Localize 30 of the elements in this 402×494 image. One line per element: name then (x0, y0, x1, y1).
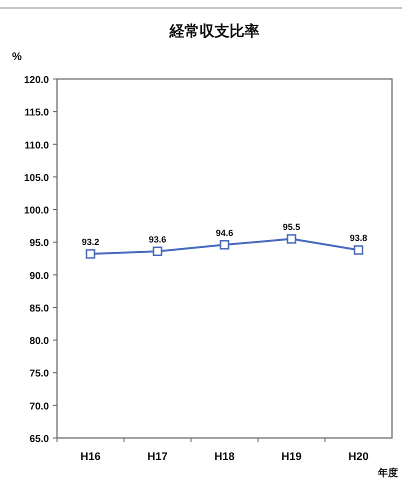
y-tick-label: 65.0 (30, 434, 50, 445)
y-axis-title: % (12, 51, 22, 63)
chart-title: 経常収支比率 (168, 22, 260, 40)
x-tick-label: H17 (147, 451, 168, 463)
x-axis-title: 年度 (377, 467, 398, 479)
y-tick-label: 80.0 (30, 336, 50, 348)
y-tick-label: 115.0 (24, 108, 50, 119)
x-tick-label: H16 (80, 451, 101, 463)
point (152, 246, 162, 256)
y-tick-label: 85.0 (30, 303, 50, 314)
point (354, 245, 364, 255)
data-label: 93.2 (82, 236, 100, 247)
y-tick-label: 100.0 (24, 206, 50, 217)
data-label: 93.6 (148, 234, 166, 244)
data-label: 95.5 (282, 222, 300, 232)
y-tick-label: 120.0 (24, 75, 50, 86)
y-tick-label: 75.0 (30, 368, 50, 380)
y-tick-label: 105.0 (24, 172, 50, 184)
data-label: 94.6 (216, 228, 234, 238)
y-tick-label: 70.0 (30, 401, 50, 412)
point (86, 249, 96, 259)
data-label: 93.8 (350, 233, 368, 244)
point (286, 234, 296, 244)
x-tick-label: H20 (348, 451, 369, 463)
y-tick-label: 110.0 (24, 140, 50, 152)
y-tick-label: 90.0 (30, 270, 50, 282)
y-tick-label: 95.0 (30, 238, 50, 250)
x-tick-label: H19 (281, 451, 302, 463)
point (220, 240, 230, 250)
x-tick-label: H18 (214, 451, 235, 463)
